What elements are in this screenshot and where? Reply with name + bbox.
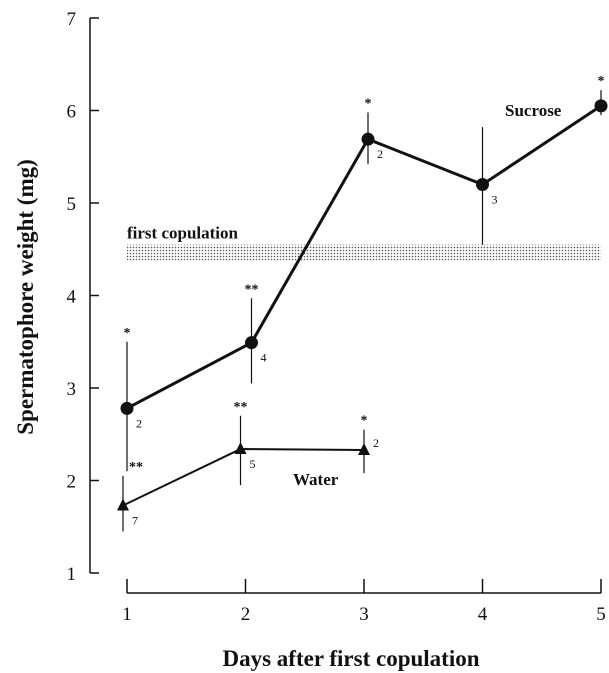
y-axis-ticks: 1 2 3 4 5 6 7 <box>67 9 99 585</box>
water-sample-size: 7 <box>132 513 138 527</box>
water-significance-mark: ** <box>234 400 248 415</box>
sucrose-marker <box>120 401 134 415</box>
sucrose-marker <box>361 132 375 146</box>
water-significance-mark: * <box>361 414 368 429</box>
sucrose-marker <box>476 178 489 191</box>
sucrose-series: * 2 ** 4 * 2 3 * 2 Sucrose <box>120 74 608 472</box>
y-tick-label: 3 <box>67 379 77 400</box>
first-copulation-band <box>127 244 601 261</box>
x-axis-ticks: 1 2 3 4 5 <box>122 579 606 625</box>
sucrose-significance-mark: * <box>365 96 372 111</box>
x-axis-title: Days after first copulation <box>222 646 479 671</box>
water-series-label: Water <box>293 470 339 489</box>
sucrose-series-label: Sucrose <box>505 101 562 120</box>
x-tick-label: 1 <box>122 604 132 625</box>
x-tick-label: 2 <box>241 604 251 625</box>
water-marker <box>117 498 129 511</box>
y-tick-label: 6 <box>67 102 77 123</box>
y-tick-label: 2 <box>67 472 77 493</box>
y-tick-label: 1 <box>67 564 77 585</box>
sucrose-sample-size: 2 <box>377 147 383 161</box>
water-series: ** 7 ** 5 * 2 Water <box>117 400 379 532</box>
y-tick-label: 5 <box>67 194 77 215</box>
sucrose-marker <box>245 336 258 350</box>
water-sample-size: 5 <box>250 457 256 471</box>
water-marker <box>234 442 247 455</box>
water-marker <box>358 442 370 455</box>
sucrose-significance-mark: * <box>124 326 131 341</box>
sucrose-significance-mark: * <box>598 74 605 89</box>
sucrose-sample-size: 4 <box>261 351 267 365</box>
y-tick-label: 4 <box>67 287 77 308</box>
water-sample-size: 2 <box>373 436 379 450</box>
y-tick-label: 7 <box>67 9 77 30</box>
sucrose-sample-size: 3 <box>492 193 498 207</box>
sucrose-marker <box>594 99 608 113</box>
x-tick-label: 4 <box>478 604 488 625</box>
first-copulation-label: first copulation <box>127 224 239 243</box>
sucrose-sample-size: 2 <box>136 416 142 430</box>
y-axis-title: Spermatophore weight (mg) <box>13 159 38 435</box>
x-tick-label: 3 <box>359 604 369 625</box>
sucrose-significance-mark: ** <box>245 282 259 297</box>
water-significance-mark: ** <box>129 460 143 475</box>
x-tick-label: 5 <box>596 604 606 625</box>
